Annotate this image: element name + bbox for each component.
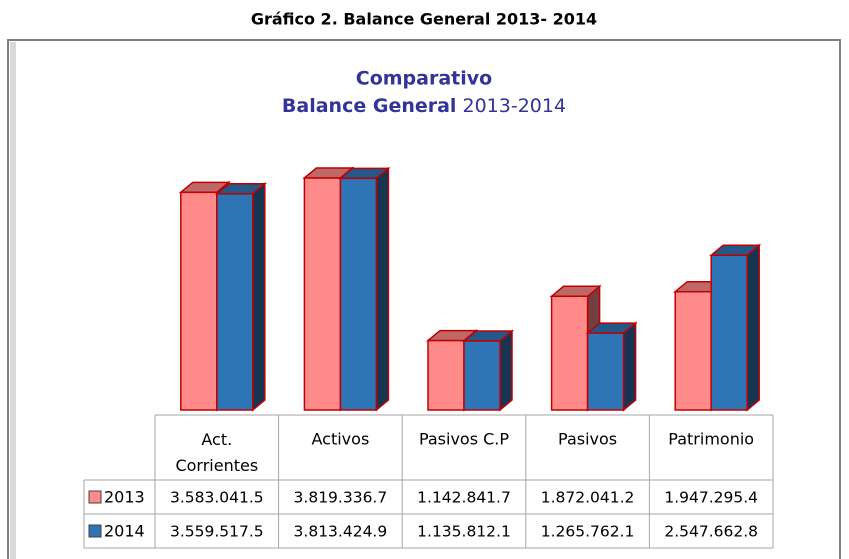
- bar: [339, 177, 378, 411]
- subtitle-bold: Balance General: [282, 95, 457, 117]
- bar: [427, 339, 465, 411]
- bar: [550, 295, 589, 411]
- bar-side: [622, 321, 637, 412]
- bar: [463, 340, 501, 411]
- data-table: Act. Corrientes Activos Pasivos C.P Pasivos P…: [83, 414, 774, 549]
- x-tick-label: Pasivos: [558, 430, 617, 449]
- heading: Gráfico 2. Balance General 2013- 2014: [251, 10, 597, 29]
- bar: [710, 254, 748, 411]
- value-label: 3.583.041.5: [170, 489, 264, 507]
- bar-side: [499, 329, 513, 412]
- legend-swatch: [88, 524, 102, 538]
- label-line: Corrientes: [175, 456, 258, 475]
- legend-label: 2014: [104, 522, 145, 541]
- value-label: 3.559.517.5: [170, 523, 264, 541]
- label-line: Act.: [201, 430, 232, 449]
- value-label: 1.872.041.2: [541, 489, 635, 507]
- bar: [180, 191, 218, 411]
- value-label: 1.135.812.1: [417, 523, 511, 541]
- frame-shadow: [10, 42, 16, 559]
- value-label: 1.265.762.1: [541, 523, 635, 541]
- value-label: 1.947.295.4: [664, 489, 758, 507]
- x-tick-label: Activos: [312, 430, 370, 449]
- legend-swatch: [88, 490, 102, 504]
- value-label: 1.142.841.7: [417, 489, 511, 507]
- bar: [303, 177, 342, 411]
- legend-label: 2013: [104, 488, 145, 507]
- value-label: 3.819.336.7: [294, 489, 388, 507]
- subtitle-years: 2013-2014: [463, 95, 567, 117]
- x-tick-label: Act. Corrientes: [175, 430, 258, 475]
- value-label: 3.813.424.9: [294, 523, 388, 541]
- x-tick-label: Patrimonio: [668, 430, 754, 449]
- bar-side: [252, 182, 266, 412]
- bar: [216, 193, 254, 411]
- bar: [674, 290, 712, 411]
- value-label: 2.547.662.8: [664, 523, 758, 541]
- bar: [586, 332, 625, 411]
- x-tick-label: Pasivos C.P: [419, 430, 509, 449]
- bar-side: [375, 166, 390, 412]
- chart-subtitle: Balance General 2013-2014: [282, 95, 566, 117]
- bar-side: [746, 243, 760, 412]
- chart-title: Comparativo: [356, 68, 492, 90]
